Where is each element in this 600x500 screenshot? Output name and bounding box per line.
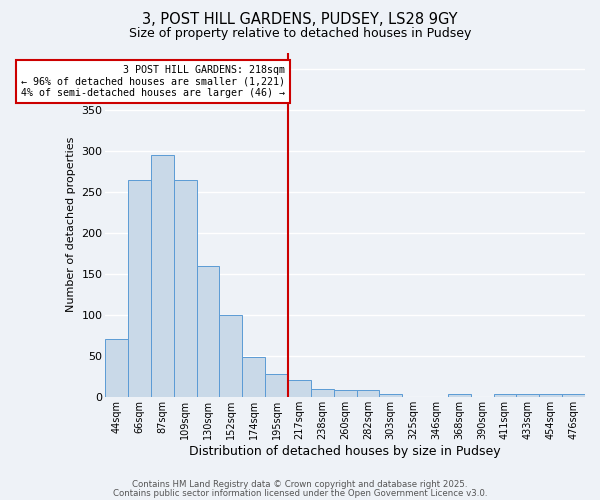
Bar	[220, 315, 242, 397]
Bar	[265, 374, 288, 397]
Text: Contains public sector information licensed under the Open Government Licence v3: Contains public sector information licen…	[113, 488, 487, 498]
Text: Contains HM Land Registry data © Crown copyright and database right 2025.: Contains HM Land Registry data © Crown c…	[132, 480, 468, 489]
Bar	[334, 390, 356, 397]
Y-axis label: Number of detached properties: Number of detached properties	[66, 137, 76, 312]
Bar	[448, 394, 471, 397]
Bar	[517, 394, 539, 397]
Bar	[539, 394, 562, 397]
Bar	[197, 266, 220, 397]
Bar	[356, 390, 379, 397]
Bar	[379, 394, 402, 397]
Text: Size of property relative to detached houses in Pudsey: Size of property relative to detached ho…	[129, 28, 471, 40]
Bar	[105, 340, 128, 397]
Bar	[494, 394, 517, 397]
Bar	[311, 388, 334, 397]
Bar	[151, 155, 174, 397]
Text: 3 POST HILL GARDENS: 218sqm
← 96% of detached houses are smaller (1,221)
4% of s: 3 POST HILL GARDENS: 218sqm ← 96% of det…	[20, 65, 284, 98]
Bar	[242, 358, 265, 397]
Bar	[128, 180, 151, 397]
X-axis label: Distribution of detached houses by size in Pudsey: Distribution of detached houses by size …	[189, 444, 501, 458]
Bar	[288, 380, 311, 397]
Bar	[562, 394, 585, 397]
Text: 3, POST HILL GARDENS, PUDSEY, LS28 9GY: 3, POST HILL GARDENS, PUDSEY, LS28 9GY	[142, 12, 458, 28]
Bar	[174, 180, 197, 397]
